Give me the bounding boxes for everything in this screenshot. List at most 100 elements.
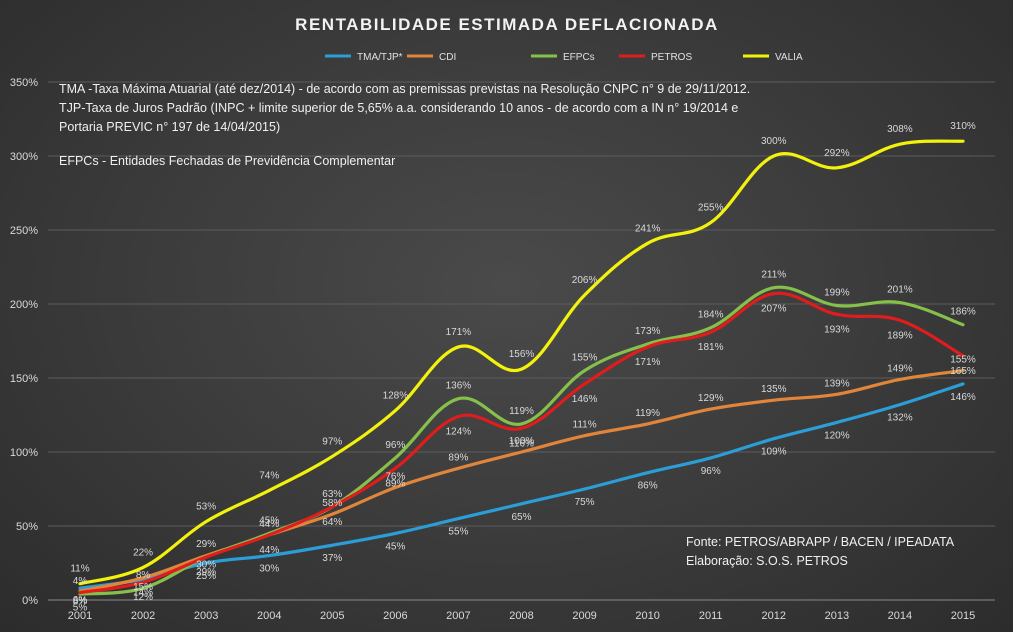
series-lines [78,139,965,596]
x-tick-label: 2014 [888,610,912,622]
data-label-cdi: 6% [73,595,88,606]
data-label-efpcs: 201% [887,285,913,296]
data-label-valia: 128% [383,391,409,402]
x-tick-label: 2012 [762,610,786,622]
data-label-cdi: 119% [635,408,660,419]
legend-label-valia: VALIA [775,52,803,63]
x-tick-label: 2003 [194,610,218,622]
data-label-valia: 74% [259,470,279,481]
data-label-petros: 189% [887,330,913,341]
series-line-petros [78,291,965,595]
data-label-cdi: 155% [950,355,976,366]
data-label-valia: 255% [698,203,724,214]
data-label-valia: 53% [196,502,216,513]
y-tick-label: 250% [10,225,38,237]
x-tick-label: 2007 [446,610,470,622]
note-tjp-2: Portaria PREVIC n° 197 de 14/04/2015) [59,120,280,134]
data-label-cdi: 135% [761,384,787,395]
y-axis-ticks: 0% 50% 100% 150% 200% 250% 300% 350% [10,77,38,607]
data-label-efpcs: 136% [446,381,472,392]
x-tick-label: 2002 [131,610,155,622]
data-label-tma-tjp: 37% [322,553,342,564]
data-label-efpcs: 199% [824,287,850,298]
note-tjp-1: TJP-Taxa de Juros Padrão (INPC + limite … [59,101,738,115]
data-label-tma-tjp: 146% [950,392,976,403]
data-label-valia: 241% [635,223,661,234]
data-label-tma-tjp: 30% [259,564,279,575]
data-label-valia: 11% [70,564,89,575]
legend-label-tma-tjp: TMA/TJP* [357,52,403,63]
legend-label-petros: PETROS [651,52,692,63]
y-tick-label: 100% [10,447,38,459]
x-tick-label: 2013 [825,610,849,622]
data-label-tma-tjp: 25% [196,571,216,582]
data-label-tma-tjp: 55% [448,527,468,538]
data-label-petros: 124% [446,426,472,437]
data-label-petros: 181% [698,342,724,353]
legend-label-efpcs: EFPCs [563,52,595,63]
data-label-efpcs: 29% [196,539,216,550]
data-label-tma-tjp: 65% [511,512,531,523]
data-label-petros: 193% [824,324,850,335]
data-labels: 8%14%25%30%37%45%55%65%75%86%96%109%120%… [70,121,976,613]
data-label-valia: 310% [950,121,976,132]
x-tick-label: 2001 [68,610,92,622]
data-label-cdi: 89% [448,452,468,463]
data-label-efpcs: 63% [322,489,342,500]
data-label-efpcs: 155% [572,353,598,364]
data-label-petros: 146% [572,394,598,405]
data-label-valia: 292% [824,148,850,159]
data-label-tma-tjp: 120% [824,430,850,441]
data-label-valia: 22% [133,547,153,558]
y-tick-label: 200% [10,299,38,311]
data-label-efpcs: 96% [385,440,405,451]
y-tick-label: 0% [22,595,38,607]
data-label-petros: 89% [385,478,405,489]
data-label-tma-tjp: 45% [385,541,405,552]
data-label-efpcs: 119% [509,406,534,417]
x-axis-ticks: 2001 2002 2003 2004 2005 2006 2007 2008 2009 2010… [68,610,975,622]
y-tick-label: 50% [16,521,38,533]
data-label-efpcs: 45% [259,515,279,526]
data-label-tma-tjp: 8% [73,596,88,607]
data-label-valia: 156% [509,349,535,360]
note-efpcs: EFPCs - Entidades Fechadas de Previdênci… [59,154,395,168]
x-tick-label: 2006 [383,610,407,622]
y-tick-label: 350% [10,77,38,89]
data-label-petros: 12% [133,592,153,603]
data-label-petros: 5% [73,603,88,614]
data-label-valia: 308% [887,124,913,135]
data-label-valia: 97% [322,436,342,447]
data-label-cdi: 76% [385,472,405,483]
series-line-valia [78,139,965,586]
data-label-cdi: 129% [698,393,724,404]
data-label-valia: 171% [446,327,472,338]
x-tick-label: 2011 [699,610,723,622]
data-label-efpcs: 186% [950,307,976,318]
data-label-tma-tjp: 75% [575,497,595,508]
x-tick-label: 2010 [635,610,659,622]
data-label-efpcs: 4% [73,576,88,587]
x-tick-label: 2005 [320,610,344,622]
credit-line: Elaboração: S.O.S. PETROS [686,554,848,568]
data-label-cdi: 149% [887,363,913,374]
data-label-petros: 165% [950,366,976,377]
data-label-petros: 171% [635,357,661,368]
data-label-cdi: 30% [196,560,216,571]
data-label-petros: 207% [761,304,787,315]
x-tick-label: 2015 [951,610,975,622]
data-label-efpcs: 173% [635,326,661,337]
source-block: Fonte: PETROS/ABRAPP / BACEN / IPEADATA … [686,535,955,568]
data-label-petros: 116% [509,438,534,449]
data-label-cdi: 44% [259,519,279,530]
legend: TMA/TJP* CDI EFPCs PETROS VALIA [325,52,803,63]
data-label-tma-tjp: 86% [638,481,658,492]
data-label-valia: 300% [761,136,787,147]
data-label-valia: 206% [572,275,598,286]
data-label-tma-tjp: 14% [133,587,153,598]
y-tick-label: 300% [10,151,38,163]
data-label-cdi: 111% [573,420,597,431]
x-tick-label: 2008 [509,610,533,622]
data-label-efpcs: 184% [698,310,724,321]
